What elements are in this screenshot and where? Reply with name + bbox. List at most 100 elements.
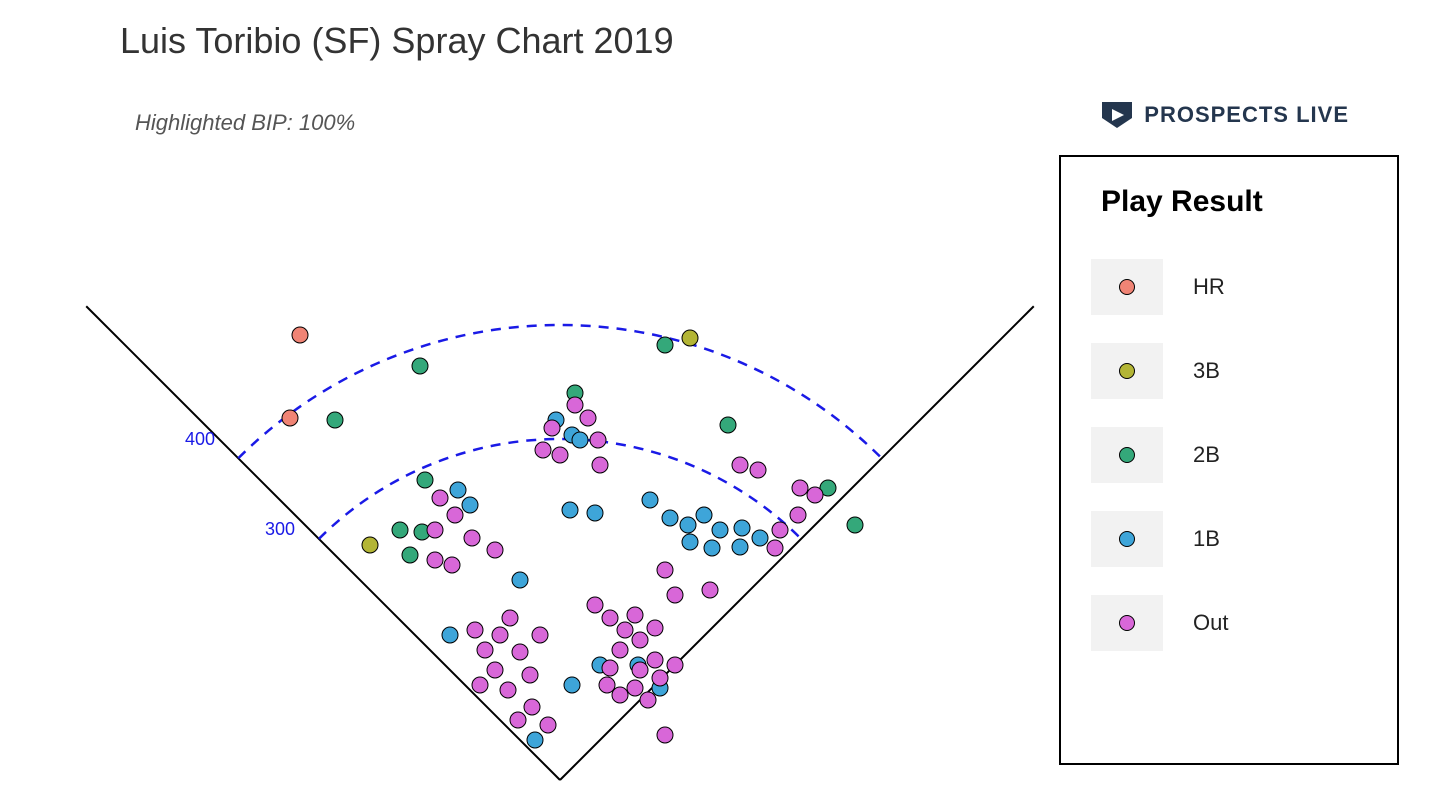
data-point	[652, 670, 668, 686]
data-point	[487, 542, 503, 558]
data-point	[702, 582, 718, 598]
data-point	[572, 432, 588, 448]
data-point	[532, 627, 548, 643]
legend-swatch	[1091, 259, 1163, 315]
data-point	[562, 502, 578, 518]
legend-dot-icon	[1119, 363, 1135, 379]
data-point	[599, 677, 615, 693]
data-point	[567, 397, 583, 413]
legend-label: 2B	[1193, 442, 1220, 468]
legend-swatch	[1091, 511, 1163, 567]
data-point	[512, 644, 528, 660]
data-point	[612, 687, 628, 703]
data-point	[492, 627, 508, 643]
data-point	[720, 417, 736, 433]
legend-label: HR	[1193, 274, 1225, 300]
data-point	[682, 330, 698, 346]
data-point	[442, 627, 458, 643]
data-point	[632, 662, 648, 678]
chart-title: Luis Toribio (SF) Spray Chart 2019	[120, 20, 674, 62]
legend-item-2b: 2B	[1091, 427, 1367, 483]
data-point	[447, 507, 463, 523]
distance-arc	[238, 325, 881, 458]
distance-arc-label: 400	[185, 429, 215, 449]
data-point	[587, 597, 603, 613]
data-point	[847, 517, 863, 533]
data-point	[292, 327, 308, 343]
data-point	[450, 482, 466, 498]
data-point	[477, 642, 493, 658]
data-point	[602, 610, 618, 626]
legend-dot-icon	[1119, 279, 1135, 295]
data-point	[642, 492, 658, 508]
data-point	[732, 539, 748, 555]
legend-dot-icon	[1119, 531, 1135, 547]
legend-panel: Play Result HR3B2B1BOut	[1059, 155, 1399, 765]
legend-item-1b: 1B	[1091, 511, 1367, 567]
data-point	[647, 652, 663, 668]
data-point	[617, 622, 633, 638]
data-point	[647, 620, 663, 636]
data-point	[587, 505, 603, 521]
data-point	[792, 480, 808, 496]
distance-arc-label: 300	[265, 519, 295, 539]
data-point	[580, 410, 596, 426]
data-point	[667, 657, 683, 673]
data-point	[734, 520, 750, 536]
data-point	[767, 540, 783, 556]
data-point	[417, 472, 433, 488]
data-point	[696, 507, 712, 523]
data-point	[657, 337, 673, 353]
data-point	[712, 522, 728, 538]
data-point	[412, 358, 428, 374]
chart-subtitle: Highlighted BIP: 100%	[135, 110, 355, 136]
brand-badge: PROSPECTS LIVE	[1100, 100, 1349, 130]
data-point	[472, 677, 488, 693]
data-point	[667, 587, 683, 603]
data-point	[540, 717, 556, 733]
data-point	[487, 662, 503, 678]
data-point	[592, 457, 608, 473]
data-point	[627, 680, 643, 696]
data-point	[732, 457, 748, 473]
data-point	[444, 557, 460, 573]
legend-swatch	[1091, 427, 1163, 483]
data-point	[752, 530, 768, 546]
data-point	[657, 562, 673, 578]
data-point	[362, 537, 378, 553]
data-point	[704, 540, 720, 556]
data-point	[512, 572, 528, 588]
data-point	[524, 699, 540, 715]
data-point	[427, 522, 443, 538]
data-point	[464, 530, 480, 546]
data-point	[327, 412, 343, 428]
data-point	[750, 462, 766, 478]
data-point	[662, 510, 678, 526]
data-point	[282, 410, 298, 426]
data-point	[462, 497, 478, 513]
data-point	[602, 660, 618, 676]
legend-swatch	[1091, 595, 1163, 651]
data-point	[682, 534, 698, 550]
data-point	[402, 547, 418, 563]
data-point	[552, 447, 568, 463]
data-point	[790, 507, 806, 523]
legend-item-3b: 3B	[1091, 343, 1367, 399]
legend-swatch	[1091, 343, 1163, 399]
data-point	[427, 552, 443, 568]
data-point	[432, 490, 448, 506]
legend-label: 3B	[1193, 358, 1220, 384]
spray-chart: 300 400	[40, 270, 1020, 790]
data-point	[807, 487, 823, 503]
data-point	[510, 712, 526, 728]
data-point	[544, 420, 560, 436]
data-point	[632, 632, 648, 648]
data-point	[535, 442, 551, 458]
data-point	[392, 522, 408, 538]
legend-item-hr: HR	[1091, 259, 1367, 315]
data-point	[590, 432, 606, 448]
data-point	[627, 607, 643, 623]
page-root: Luis Toribio (SF) Spray Chart 2019 Highl…	[0, 0, 1439, 801]
legend-dot-icon	[1119, 447, 1135, 463]
brand-shield-icon	[1100, 100, 1134, 130]
